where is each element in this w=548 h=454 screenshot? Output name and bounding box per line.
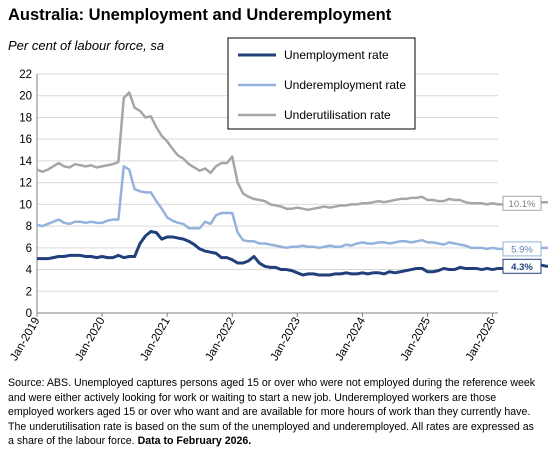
y-tick-label: 0 (26, 308, 32, 320)
y-tick-label: 6 (26, 243, 32, 255)
legend-label: Unemployment rate (284, 48, 389, 62)
y-tick-label: 2 (26, 286, 32, 298)
end-labels: 4.3% 5.9% 10.1% (502, 195, 542, 274)
end-label: 4.3% (511, 262, 533, 273)
legend: Unemployment rate Underemployment rate Und… (227, 37, 416, 130)
legend-label: Underemployment rate (284, 78, 406, 92)
x-tick-label: Jan-2024 (334, 315, 369, 363)
source-note-bold: Data to February 2026. (137, 435, 252, 448)
y-tick-label: 10 (19, 199, 32, 211)
series-line-0 (37, 230, 548, 277)
end-label-box (502, 241, 542, 257)
series-line-1 (36, 165, 548, 251)
x-tick-label: Jan-2019 (8, 316, 42, 364)
x-tick-label: Jan-2021 (138, 316, 172, 364)
end-label: 10.1% (509, 199, 536, 210)
x-tick-label: Jan-2022 (203, 316, 237, 364)
y-tick-label: 12 (19, 178, 32, 190)
end-label: 5.9% (511, 244, 533, 255)
x-tick-label: Jan-2020 (73, 316, 107, 364)
source-note-text: Source: ABS. Unemployed captures persons… (8, 377, 536, 448)
x-tick-label: Jan-2026 (464, 316, 498, 364)
end-label-box (502, 195, 542, 211)
legend-label: Underutilisation rate (284, 108, 391, 122)
x-tick-label: Jan-2025 (399, 316, 433, 364)
y-tick-label: 22 (19, 69, 32, 81)
end-label-box (502, 258, 542, 274)
chart-subtitle: Per cent of labour force, sa (8, 38, 165, 53)
source-note: Source: ABS. Unemployed captures persons… (8, 376, 542, 449)
y-tick-label: 4 (26, 265, 33, 277)
series-line-2 (36, 91, 548, 212)
y-tick-label: 20 (19, 91, 32, 103)
y-tick-label: 8 (26, 221, 32, 233)
y-tick-label: 14 (19, 156, 32, 168)
y-tick-label: 16 (19, 134, 32, 146)
chart-title: Australia: Unemployment and Underemploym… (8, 6, 392, 24)
x-tick-label: Jan-2023 (269, 316, 303, 364)
x-axis: Jan-2019 Jan-2020 Jan-2021 Jan-2022 Jan-2023… (8, 312, 498, 364)
y-tick-label: 18 (19, 112, 32, 124)
y-axis: 0 2 4 6 8 10 12 14 16 18 20 22 (19, 69, 38, 320)
series-lines (36, 91, 548, 277)
